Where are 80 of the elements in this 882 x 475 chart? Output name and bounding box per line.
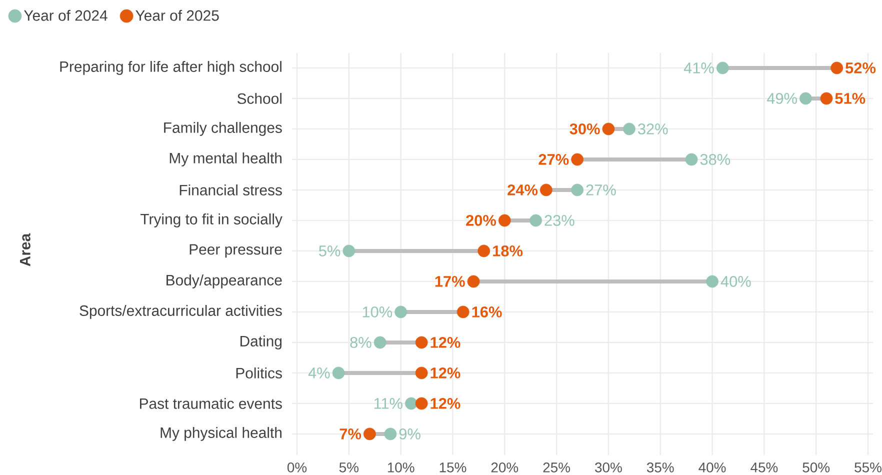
legend-label: Year of 2025 (136, 10, 219, 21)
point (478, 244, 490, 258)
y-tick-label: My physical health (160, 426, 282, 441)
x-tick-label: 40% (698, 462, 726, 472)
x-tick-label: 35% (646, 462, 674, 472)
x-tick-label: 25% (543, 462, 570, 472)
x-tick-label: 55% (854, 462, 882, 472)
data-label: 8% (350, 336, 372, 348)
data-label: 52% (846, 62, 876, 74)
y-tick-label: Family challenges (164, 122, 282, 136)
y-axis-title: Area (20, 233, 30, 266)
y-tick-label: Past traumatic events (140, 398, 282, 409)
point (332, 366, 345, 380)
legend-label: Year of 2024 (24, 10, 108, 21)
point (342, 244, 356, 258)
point (374, 336, 386, 349)
data-label: 38% (700, 154, 730, 165)
point (830, 62, 844, 74)
point (415, 397, 428, 410)
point (571, 153, 584, 166)
point (415, 366, 428, 380)
x-tick-label: 10% (388, 462, 414, 472)
point (800, 92, 812, 105)
x-tick-label: 5% (339, 462, 358, 472)
data-label: 30% (570, 123, 600, 134)
data-label: 40% (720, 276, 751, 287)
data-label: 20% (466, 214, 496, 226)
data-label: 16% (472, 306, 502, 318)
data-label: 27% (538, 154, 569, 165)
y-tick-label: Body/appearance (166, 274, 282, 288)
data-label: 24% (508, 184, 538, 196)
data-label: 51% (835, 93, 866, 104)
data-label: 9% (399, 428, 420, 440)
y-tick-label: School (237, 92, 282, 104)
point (685, 153, 698, 166)
y-tick-label: Financial stress (180, 184, 282, 196)
data-label: 18% (493, 245, 523, 256)
point (415, 336, 428, 349)
y-tick-label: Peer pressure (190, 244, 282, 258)
x-tick-label: 50% (802, 462, 830, 472)
point (394, 306, 408, 318)
y-tick-label: Dating (240, 335, 282, 350)
data-label: 41% (684, 62, 714, 74)
data-label: 23% (544, 214, 574, 226)
point (602, 122, 615, 136)
point (363, 428, 376, 440)
data-label: 12% (430, 398, 460, 409)
point (384, 428, 397, 440)
y-tick-label: Politics (236, 367, 282, 378)
data-label: 11% (374, 398, 402, 409)
data-label: 32% (638, 123, 668, 134)
data-label: 17% (435, 276, 465, 287)
point (467, 275, 480, 288)
x-tick-label: 20% (491, 462, 518, 472)
point (456, 306, 470, 318)
y-tick-label: Sports/extracurricular activities (80, 304, 282, 319)
point (820, 92, 833, 105)
data-label: 49% (766, 92, 797, 104)
point (405, 397, 418, 410)
point (571, 184, 584, 196)
data-label: 5% (319, 246, 340, 256)
x-tick-label: 30% (595, 462, 622, 472)
data-label: 27% (586, 184, 616, 196)
point (540, 184, 552, 196)
point (498, 214, 511, 227)
data-label: 4% (308, 368, 330, 378)
y-tick-label: My mental health (170, 152, 282, 166)
data-label: 12% (430, 368, 460, 378)
x-tick-label: 45% (750, 462, 778, 472)
data-label: 10% (362, 306, 392, 318)
point (530, 214, 542, 227)
point (706, 275, 718, 288)
point (716, 62, 729, 74)
data-label: 7% (340, 428, 362, 440)
point (623, 122, 636, 136)
x-tick-label: 15% (440, 462, 466, 472)
data-label: 12% (430, 337, 460, 348)
y-tick-label: Preparing for life after high school (60, 60, 282, 75)
x-tick-label: 0% (287, 462, 307, 472)
y-tick-label: Trying to fit in socially (140, 213, 282, 228)
